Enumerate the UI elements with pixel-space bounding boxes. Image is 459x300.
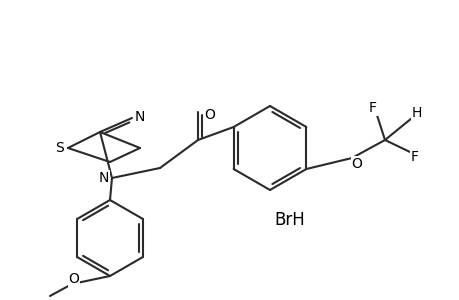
Text: O: O	[351, 157, 362, 171]
Text: F: F	[368, 101, 376, 115]
Text: N: N	[134, 110, 145, 124]
Text: H: H	[411, 106, 421, 120]
Text: N: N	[99, 171, 109, 185]
Text: F: F	[410, 150, 418, 164]
Text: BrH: BrH	[274, 211, 305, 229]
Text: O: O	[68, 272, 79, 286]
Text: S: S	[56, 141, 64, 155]
Text: O: O	[204, 108, 215, 122]
